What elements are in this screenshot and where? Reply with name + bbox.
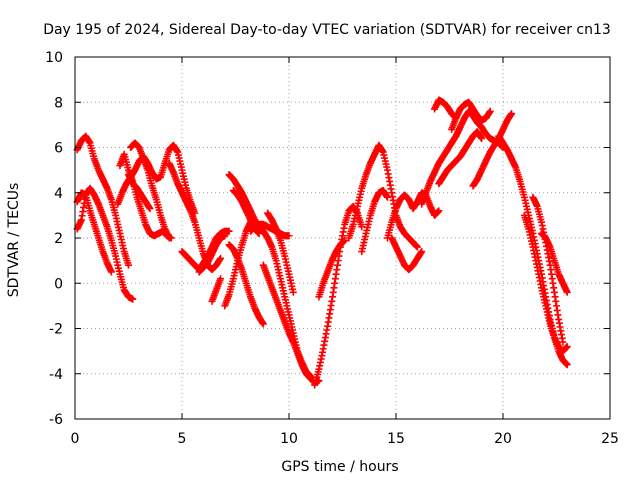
x-tick-label: 25 [601, 431, 619, 447]
data-point [478, 134, 486, 142]
series-sat-v [358, 186, 391, 256]
data-point [383, 193, 391, 201]
data-point [435, 207, 443, 215]
data-point [413, 243, 421, 251]
axis-ticks: 0 5 10 15 20 25 -6 -4 -2 0 2 4 6 8 10 [45, 50, 619, 447]
chart-title: Day 195 of 2024, Sidereal Day-to-day VTE… [43, 22, 611, 38]
series-sat-ab [435, 128, 486, 188]
data-point [259, 320, 267, 328]
series-sat-w [383, 189, 443, 242]
data-point [285, 232, 293, 240]
series-sat-f [116, 150, 175, 242]
x-tick-label: 20 [494, 431, 512, 447]
y-tick-label: 8 [54, 95, 63, 111]
data-point [486, 107, 494, 115]
x-tick-label: 15 [387, 431, 405, 447]
x-tick-label: 10 [280, 431, 298, 447]
series-sat-a [73, 132, 132, 269]
series-sat-k [208, 275, 225, 305]
series-sat-x [388, 234, 426, 274]
data-point [563, 343, 571, 351]
data-point [217, 254, 225, 262]
data-point [221, 232, 229, 240]
series-sat-ac [469, 110, 516, 190]
x-axis-label: GPS time / hours [281, 459, 398, 475]
y-tick-label: 10 [45, 50, 63, 66]
series-sat-j [195, 232, 229, 276]
y-axis-label: SDTVAR / TECUs [6, 183, 22, 298]
data-point [255, 229, 263, 237]
data-point [341, 236, 349, 244]
data-points [73, 96, 571, 389]
data-point [559, 338, 567, 346]
data-point [418, 248, 426, 256]
series-sat-u [345, 141, 421, 251]
series-sat-t [315, 236, 349, 301]
x-tick-label: 0 [71, 431, 80, 447]
data-point [125, 261, 132, 269]
y-tick-label: 0 [54, 276, 63, 292]
series-sat-r [264, 209, 297, 296]
data-point [217, 275, 225, 283]
data-point [508, 110, 516, 118]
x-tick-label: 5 [178, 431, 187, 447]
data-point [563, 288, 571, 296]
series-sat-p [225, 241, 267, 328]
series-sat-c [73, 184, 137, 303]
data-point [167, 234, 175, 242]
data-point [107, 268, 115, 276]
data-point [146, 205, 154, 213]
series-sat-z [431, 96, 460, 122]
y-tick-label: 2 [54, 231, 63, 247]
data-point [563, 361, 571, 369]
series-sat-af [520, 211, 571, 355]
data-point [129, 295, 137, 303]
data-point [225, 227, 233, 235]
y-tick-label: -2 [49, 322, 63, 338]
data-point [289, 288, 297, 296]
y-tick-label: -4 [49, 367, 63, 383]
series-sat-aa [448, 98, 494, 133]
series-sat-g [125, 171, 154, 213]
y-tick-label: 6 [54, 141, 63, 157]
y-tick-label: 4 [54, 186, 63, 202]
y-tick-label: -6 [49, 412, 63, 428]
series-sat-h [165, 159, 225, 274]
series-sat-ag [538, 229, 571, 296]
